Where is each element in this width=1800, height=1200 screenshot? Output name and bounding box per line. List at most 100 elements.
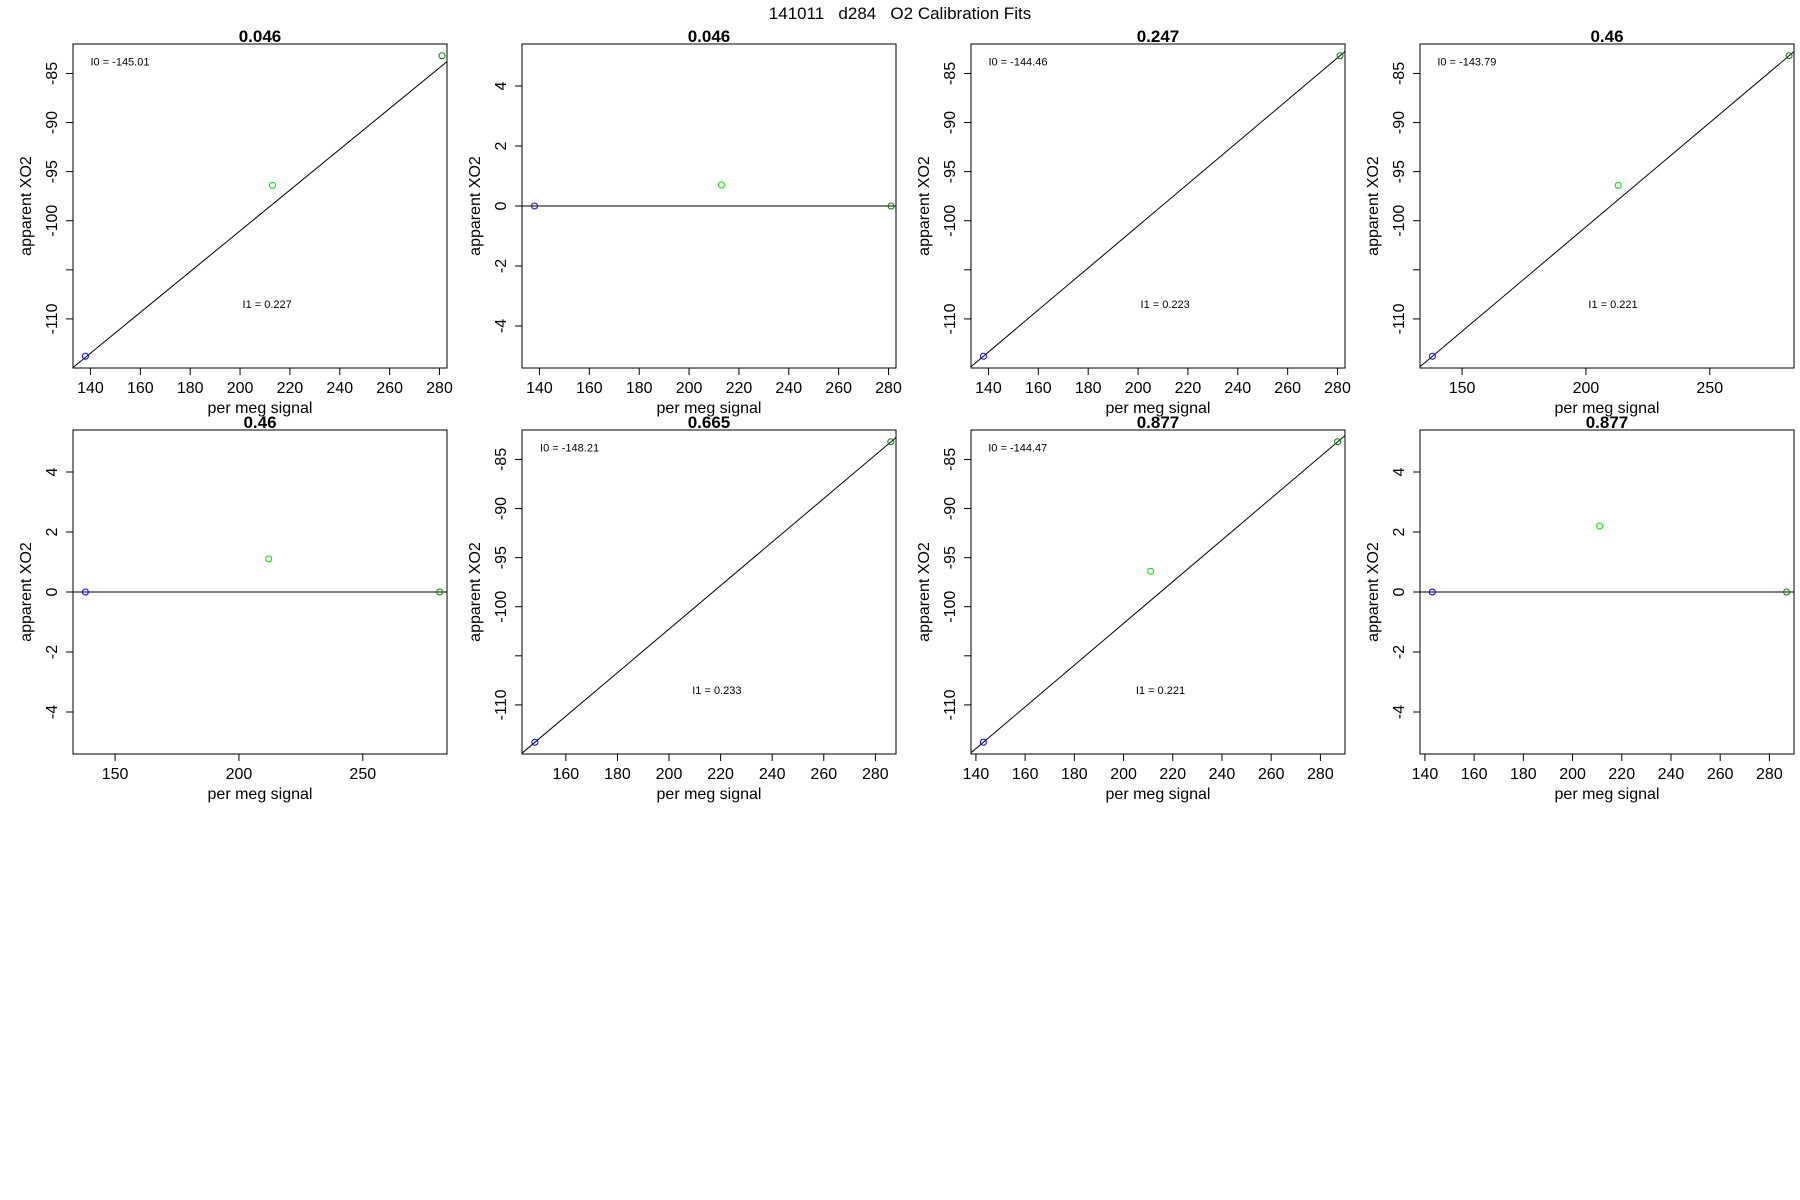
x-axis-label: per meg signal <box>208 786 313 803</box>
data-point <box>1334 438 1342 446</box>
x-tick-label: 180 <box>604 766 631 783</box>
data-point <box>265 555 273 563</box>
plot-panel-6: 0.665 160 180 200 220 240 260 280 per meg signal… <box>467 413 897 803</box>
y-axis-label: apparent XO2 <box>1365 156 1382 256</box>
data-point <box>1783 588 1791 596</box>
x-tick-label: 160 <box>1025 380 1052 397</box>
y-tick-label: -4 <box>44 705 61 719</box>
fit-annotation: I0 = -145.01 <box>90 57 149 69</box>
x-tick-label: 180 <box>626 380 653 397</box>
data-point <box>979 738 987 746</box>
y-tick-label: -2 <box>493 259 510 273</box>
x-axis-label: per meg signal <box>1106 400 1211 417</box>
y-tick-label: 4 <box>1391 467 1408 476</box>
x-axis-label: per meg signal <box>657 786 762 803</box>
y-tick-label: -90 <box>942 497 959 520</box>
panel-title: 0.046 <box>688 27 731 46</box>
y-tick-label: -110 <box>1391 303 1408 334</box>
x-tick-label: 260 <box>376 380 403 397</box>
panel-title: 0.665 <box>688 413 731 432</box>
y-axis-label: apparent XO2 <box>1365 542 1382 642</box>
x-tick-label: 220 <box>707 766 734 783</box>
x-tick-label: 220 <box>277 380 304 397</box>
panel-title: 0.046 <box>239 27 282 46</box>
plot-frame <box>970 429 1346 755</box>
y-tick-label: -110 <box>942 303 959 334</box>
panel-title: 0.46 <box>1590 27 1623 46</box>
fit-annotation: I0 = -144.46 <box>988 57 1047 69</box>
plot-panel-7: 0.877 140 160 180 200 220 240 260 280 per meg sig… <box>916 413 1346 803</box>
fit-annotation: I1 = 0.221 <box>1588 299 1637 311</box>
y-tick-label: 0 <box>1391 587 1408 596</box>
x-tick-label: 280 <box>426 380 453 397</box>
plot-panel-5: 0.46 150 200 250 per meg signal 4 2 0 -2 -4 appare… <box>18 413 448 803</box>
y-tick-label: -90 <box>942 111 959 134</box>
x-axis-label: per meg signal <box>1106 786 1211 803</box>
x-tick-label: 200 <box>656 766 683 783</box>
data-point <box>268 181 276 189</box>
x-tick-label: 220 <box>1608 766 1635 783</box>
x-tick-label: 260 <box>1258 766 1285 783</box>
plot-panel-1: 0.046 140 160 180 200 220 240 260 280 per meg sig… <box>18 27 453 417</box>
y-tick-label: -100 <box>44 205 61 237</box>
x-tick-label: 200 <box>226 766 253 783</box>
x-tick-label: 160 <box>1012 766 1039 783</box>
x-tick-label: 150 <box>102 766 129 783</box>
data-point <box>1147 567 1155 575</box>
y-axis-label: apparent XO2 <box>467 156 484 256</box>
fit-annotation: I1 = 0.227 <box>243 299 292 311</box>
x-tick-label: 240 <box>1658 766 1685 783</box>
data-point <box>887 202 895 210</box>
y-tick-label: -90 <box>493 497 510 520</box>
fit-annotation: I0 = -144.47 <box>988 443 1047 455</box>
x-tick-label: 280 <box>1324 380 1351 397</box>
y-tick-label: 4 <box>44 467 61 476</box>
y-tick-label: -110 <box>493 689 510 720</box>
x-tick-label: 160 <box>552 766 579 783</box>
fit-annotation: I1 = 0.233 <box>692 685 741 697</box>
x-tick-label: 280 <box>862 766 889 783</box>
y-tick-label: -95 <box>493 546 510 569</box>
x-tick-label: 140 <box>963 766 990 783</box>
x-tick-label: 260 <box>1274 380 1301 397</box>
data-point <box>81 352 89 360</box>
x-axis-label: per meg signal <box>208 400 313 417</box>
y-axis-label: apparent XO2 <box>916 156 933 256</box>
x-tick-label: 180 <box>1510 766 1537 783</box>
plot-frame <box>521 429 897 755</box>
plot-frame <box>1419 43 1795 369</box>
x-tick-label: 200 <box>676 380 703 397</box>
y-tick-label: -95 <box>1391 160 1408 183</box>
panel-title: 0.877 <box>1137 413 1180 432</box>
x-tick-label: 200 <box>1559 766 1586 783</box>
y-tick-label: -95 <box>942 546 959 569</box>
data-point <box>530 202 538 210</box>
plot-panel-3: 0.247 140 160 180 200 220 240 260 280 per meg sig… <box>916 27 1351 417</box>
x-tick-label: 220 <box>1159 766 1186 783</box>
fit-line <box>72 61 448 368</box>
y-tick-label: -2 <box>1391 645 1408 659</box>
x-tick-label: 140 <box>1412 766 1439 783</box>
y-tick-label: -100 <box>1391 205 1408 237</box>
x-tick-label: 280 <box>875 380 902 397</box>
y-tick-label: -4 <box>1391 705 1408 719</box>
data-point <box>887 438 895 446</box>
y-tick-label: -90 <box>1391 111 1408 134</box>
x-tick-label: 150 <box>1449 380 1476 397</box>
data-point <box>1336 52 1344 60</box>
y-tick-label: 4 <box>493 81 510 90</box>
x-tick-label: 160 <box>576 380 603 397</box>
x-tick-label: 200 <box>1110 766 1137 783</box>
x-tick-label: 280 <box>1756 766 1783 783</box>
y-tick-label: -100 <box>942 591 959 623</box>
x-tick-label: 140 <box>77 380 104 397</box>
x-tick-label: 180 <box>1061 766 1088 783</box>
x-tick-label: 260 <box>1707 766 1734 783</box>
y-tick-label: 2 <box>493 141 510 150</box>
data-point <box>438 52 446 60</box>
x-tick-label: 240 <box>775 380 802 397</box>
